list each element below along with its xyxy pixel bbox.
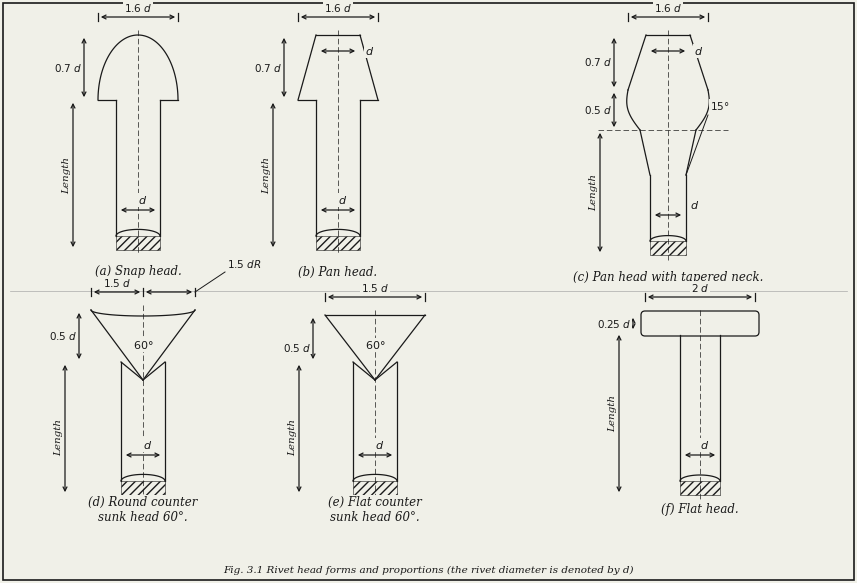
Bar [650, 241, 686, 255]
Text: $1.6\ d$: $1.6\ d$ [324, 2, 352, 14]
Text: Length: Length [62, 156, 71, 194]
Text: (b) Pan head.: (b) Pan head. [298, 265, 378, 279]
Text: $0.5\ d$: $0.5\ d$ [584, 104, 612, 116]
Bar [316, 236, 360, 250]
Bar [121, 481, 165, 495]
Text: $60°$: $60°$ [133, 339, 153, 351]
Text: $1.6\ d$: $1.6\ d$ [654, 2, 682, 14]
Text: $d$: $d$ [139, 194, 147, 206]
Text: $d$: $d$ [694, 45, 703, 57]
Text: (d) Round counter
sunk head 60°.: (d) Round counter sunk head 60°. [88, 496, 198, 524]
Text: Length: Length [54, 419, 63, 456]
Text: $0.7\ d$: $0.7\ d$ [255, 61, 282, 73]
Text: $d$: $d$ [143, 439, 153, 451]
Text: $d$: $d$ [690, 199, 699, 211]
Text: (f) Flat head.: (f) Flat head. [662, 504, 739, 517]
Text: (c) Pan head with tapered neck.: (c) Pan head with tapered neck. [572, 271, 764, 283]
Text: $0.7\ d$: $0.7\ d$ [584, 57, 612, 68]
Text: $15°$: $15°$ [710, 100, 729, 112]
Text: $0.25\ d$: $0.25\ d$ [596, 318, 631, 329]
Text: Length: Length [608, 395, 617, 432]
Text: $2\ d$: $2\ d$ [691, 282, 710, 294]
Text: $0.5\ d$: $0.5\ d$ [283, 342, 311, 353]
Text: $d$: $d$ [700, 439, 710, 451]
Text: $1.5\ dR$: $1.5\ dR$ [227, 258, 261, 270]
Text: Fig. 3.1 Rivet head forms and proportions (the rivet diameter is denoted by d): Fig. 3.1 Rivet head forms and proportion… [223, 566, 633, 575]
Text: (e) Flat counter
sunk head 60°.: (e) Flat counter sunk head 60°. [328, 496, 422, 524]
Text: $60°$: $60°$ [365, 339, 386, 351]
Text: $0.7\ d$: $0.7\ d$ [54, 61, 82, 73]
Bar [353, 481, 397, 495]
Text: $d$: $d$ [339, 194, 348, 206]
Text: $1.5\ d$: $1.5\ d$ [103, 277, 131, 289]
Text: Length: Length [589, 174, 598, 211]
Text: $1.6\ d$: $1.6\ d$ [123, 2, 153, 14]
Text: (a) Snap head.: (a) Snap head. [94, 265, 182, 279]
Text: $d$: $d$ [365, 45, 375, 57]
Bar [116, 236, 160, 250]
Text: Length: Length [262, 156, 271, 194]
Bar [680, 481, 720, 495]
Text: $0.5\ d$: $0.5\ d$ [49, 330, 77, 342]
Text: $d$: $d$ [375, 439, 385, 451]
Text: $1.5\ d$: $1.5\ d$ [361, 282, 389, 294]
Text: Length: Length [288, 419, 297, 456]
